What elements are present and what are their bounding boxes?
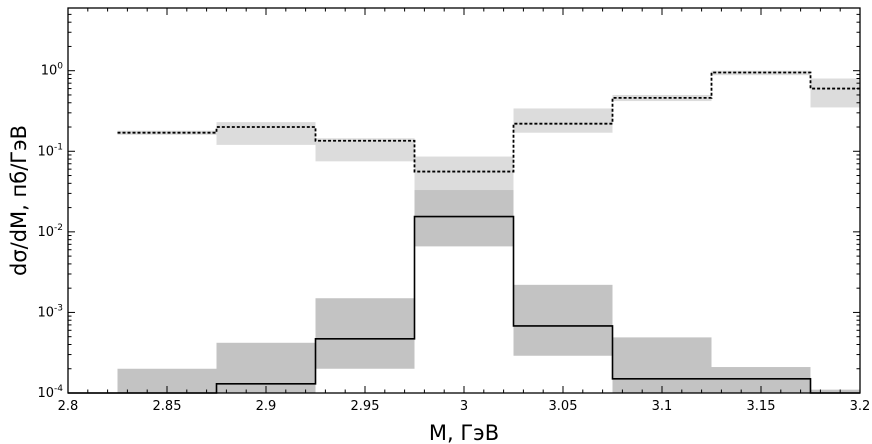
uncertainty-bands <box>117 70 860 393</box>
y-tick-label: 10-4 <box>37 384 63 401</box>
x-tick-labels: 2.8 2.85 2.9 2.95 3 3.05 3.1 3.15 3.2 <box>58 399 871 414</box>
x-tick-label: 2.85 <box>153 399 182 414</box>
x-tick-label: 2.9 <box>256 399 277 414</box>
x-tick-label: 3.2 <box>850 399 871 414</box>
series-2-dashed-line <box>117 71 860 173</box>
y-tick-label: 10-3 <box>37 303 63 320</box>
x-tick-label: 3.05 <box>549 399 578 414</box>
band-1-bin-4 <box>315 298 415 369</box>
x-tick-label: 3.1 <box>652 399 673 414</box>
band-1-bin-7 <box>612 337 712 393</box>
band-2-bin-6 <box>612 94 712 102</box>
axis-ticks <box>67 7 861 394</box>
y-tick-label: 10-1 <box>37 142 63 159</box>
y-axis-title: dσ/dM, пб/ГэВ <box>7 125 31 276</box>
band-1-bin-6 <box>513 284 613 356</box>
x-tick-label: 3.15 <box>747 399 776 414</box>
series-lines <box>68 71 860 394</box>
y-tick-label: 10-2 <box>37 223 63 240</box>
band-2-bin-3 <box>315 138 415 162</box>
y-tick-labels: 10-4 10-3 10-2 10-1 100 <box>37 62 63 401</box>
x-tick-label: 2.95 <box>351 399 380 414</box>
x-axis-title: M, ГэВ <box>429 421 499 444</box>
band-2-bin-4 <box>414 156 514 191</box>
band-1-bin-3 <box>216 342 316 393</box>
series-1-solid-line <box>68 215 860 394</box>
y-tick-label: 100 <box>41 62 64 79</box>
band-1-bin-9 <box>810 389 860 393</box>
x-tick-label: 3 <box>460 399 468 414</box>
band-2-bin-8 <box>810 78 860 108</box>
band-2-bin-5 <box>513 108 613 133</box>
band-2-bin-2 <box>216 122 316 145</box>
band-2-bin-1 <box>117 130 217 135</box>
x-tick-label: 2.8 <box>58 399 79 414</box>
